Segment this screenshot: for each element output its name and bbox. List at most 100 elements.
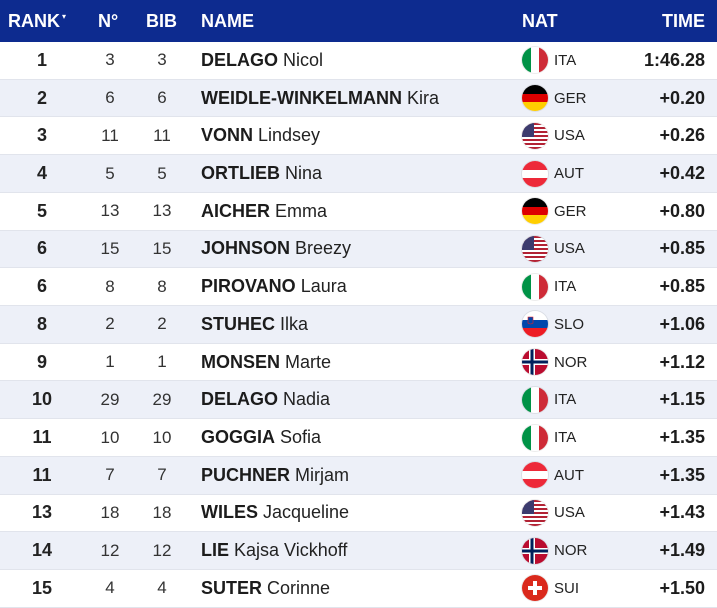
bib-cell: 11 bbox=[142, 117, 182, 154]
table-row[interactable]: 15 4 4 SUTER Corinne SUI +1.50 bbox=[0, 570, 717, 608]
bib-cell: 5 bbox=[142, 155, 182, 192]
table-row[interactable]: 6 8 8 PIROVANO Laura ITA +0.85 bbox=[0, 268, 717, 307]
athlete-given-name: Nina bbox=[285, 163, 323, 184]
start-number-value: 1 bbox=[105, 352, 115, 372]
bib-cell: 29 bbox=[142, 381, 182, 418]
nation-cell: GER bbox=[522, 193, 612, 230]
table-row[interactable]: 4 5 5 ORTLIEB Nina AUT +0.42 bbox=[0, 155, 717, 193]
name-cell[interactable]: ORTLIEB Nina bbox=[201, 155, 501, 192]
table-row[interactable]: 14 12 12 LIE Kajsa Vickhoff NOR +1.49 bbox=[0, 532, 717, 571]
number-header-label: N° bbox=[98, 10, 119, 31]
athlete-given-name: Jacqueline bbox=[263, 502, 350, 523]
time-value: +1.50 bbox=[659, 577, 705, 598]
nation-header-label: NAT bbox=[522, 10, 558, 31]
time-value: 1:46.28 bbox=[643, 49, 705, 70]
rank-value: 5 bbox=[36, 200, 47, 221]
name-cell[interactable]: STUHEC Ilka bbox=[201, 306, 501, 343]
table-row[interactable]: 5 13 13 AICHER Emma GER +0.80 bbox=[0, 192, 717, 231]
bib-column-header[interactable]: BIB bbox=[146, 0, 177, 42]
name-column-header[interactable]: NAME bbox=[201, 0, 501, 42]
nation-code: USA bbox=[554, 504, 585, 522]
table-header: RANK ▾ N° BIB NAME NAT TIME bbox=[0, 0, 717, 42]
nation-code: USA bbox=[554, 127, 585, 145]
rank-value: 6 bbox=[36, 238, 47, 259]
time-value: +1.15 bbox=[659, 389, 705, 410]
start-number-value: 2 bbox=[105, 314, 115, 334]
name-cell[interactable]: VONN Lindsey bbox=[201, 117, 501, 154]
name-cell[interactable]: PIROVANO Laura bbox=[201, 268, 501, 305]
start-number-value: 4 bbox=[105, 578, 115, 598]
athlete-surname: VONN bbox=[201, 125, 254, 146]
table-row[interactable]: 1 3 3 DELAGO Nicol ITA 1:46.28 bbox=[0, 42, 717, 80]
nation-code: ITA bbox=[554, 429, 577, 447]
name-cell[interactable]: WILES Jacqueline bbox=[201, 495, 501, 532]
bib-cell: 18 bbox=[142, 495, 182, 532]
athlete-surname: JOHNSON bbox=[201, 238, 291, 259]
start-number-value: 29 bbox=[100, 389, 120, 409]
start-number-value: 13 bbox=[100, 201, 120, 221]
rank-value: 4 bbox=[36, 163, 47, 184]
italy-flag-icon bbox=[522, 386, 548, 413]
time-column-header[interactable]: TIME bbox=[585, 0, 705, 42]
name-cell[interactable]: DELAGO Nicol bbox=[201, 42, 501, 79]
name-cell[interactable]: PUCHNER Mirjam bbox=[201, 457, 501, 494]
table-row[interactable]: 13 18 18 WILES Jacqueline USA +1.43 bbox=[0, 494, 717, 533]
number-column-header[interactable]: N° bbox=[98, 0, 118, 42]
bib-value: 8 bbox=[157, 276, 167, 296]
norway-flag-icon bbox=[522, 537, 548, 564]
athlete-surname: ORTLIEB bbox=[201, 163, 280, 184]
bib-cell: 2 bbox=[142, 306, 182, 343]
bib-value: 6 bbox=[157, 88, 167, 108]
time-value: +1.35 bbox=[659, 427, 705, 448]
start-number-value: 10 bbox=[100, 427, 120, 447]
name-cell[interactable]: MONSEN Marte bbox=[201, 344, 501, 381]
start-number-value: 12 bbox=[100, 540, 120, 560]
athlete-given-name: Laura bbox=[300, 276, 347, 297]
table-row[interactable]: 11 7 7 PUCHNER Mirjam AUT +1.35 bbox=[0, 456, 717, 495]
name-cell[interactable]: WEIDLE-WINKELMANN Kira bbox=[201, 80, 501, 117]
name-cell[interactable]: LIE Kajsa Vickhoff bbox=[201, 532, 501, 569]
bib-cell: 7 bbox=[142, 457, 182, 494]
bib-value: 2 bbox=[157, 314, 167, 334]
time-cell: +0.20 bbox=[585, 80, 705, 117]
time-cell: +1.15 bbox=[585, 381, 705, 418]
table-row[interactable]: 10 29 29 DELAGO Nadia ITA +1.15 bbox=[0, 381, 717, 420]
time-cell: +0.85 bbox=[585, 268, 705, 305]
time-value: +0.85 bbox=[659, 276, 705, 297]
rank-column-header[interactable]: RANK ▾ bbox=[8, 0, 66, 42]
time-value: +0.80 bbox=[659, 200, 705, 221]
nation-cell: ITA bbox=[522, 381, 612, 418]
nation-cell: ITA bbox=[522, 268, 612, 305]
number-cell: 13 bbox=[90, 193, 130, 230]
rank-value: 3 bbox=[36, 125, 47, 146]
table-row[interactable]: 8 2 2 STUHEC Ilka SLO +1.06 bbox=[0, 306, 717, 344]
nation-cell: NOR bbox=[522, 532, 612, 569]
table-row[interactable]: 11 10 10 GOGGIA Sofia ITA +1.35 bbox=[0, 419, 717, 457]
name-cell[interactable]: AICHER Emma bbox=[201, 193, 501, 230]
time-value: +0.42 bbox=[659, 163, 705, 184]
name-cell[interactable]: JOHNSON Breezy bbox=[201, 231, 501, 268]
italy-flag-icon bbox=[522, 47, 548, 74]
sort-down-icon: ▾ bbox=[62, 11, 67, 21]
time-value: +1.35 bbox=[659, 464, 705, 485]
table-row[interactable]: 2 6 6 WEIDLE-WINKELMANN Kira GER +0.20 bbox=[0, 79, 717, 118]
rank-value: 10 bbox=[31, 389, 53, 410]
name-cell[interactable]: SUTER Corinne bbox=[201, 570, 501, 607]
athlete-surname: DELAGO bbox=[201, 389, 279, 410]
germany-flag-icon bbox=[522, 198, 548, 225]
start-number-value: 15 bbox=[100, 238, 120, 258]
table-body: 1 3 3 DELAGO Nicol ITA 1:46.28 2 6 6 WEIDLE-WINKEL… bbox=[0, 42, 717, 608]
bib-cell: 13 bbox=[142, 193, 182, 230]
bib-header-label: BIB bbox=[146, 10, 177, 31]
time-value: +0.20 bbox=[659, 87, 705, 108]
nation-column-header[interactable]: NAT bbox=[522, 0, 612, 42]
table-row[interactable]: 6 15 15 JOHNSON Breezy USA +0.85 bbox=[0, 230, 717, 269]
table-row[interactable]: 3 11 11 VONN Lindsey USA +0.26 bbox=[0, 117, 717, 156]
time-value: +1.12 bbox=[659, 351, 705, 372]
table-row[interactable]: 9 1 1 MONSEN Marte NOR +1.12 bbox=[0, 343, 717, 382]
start-number-value: 18 bbox=[100, 502, 120, 522]
number-cell: 5 bbox=[90, 155, 130, 192]
name-cell[interactable]: GOGGIA Sofia bbox=[201, 419, 501, 456]
name-cell[interactable]: DELAGO Nadia bbox=[201, 381, 501, 418]
